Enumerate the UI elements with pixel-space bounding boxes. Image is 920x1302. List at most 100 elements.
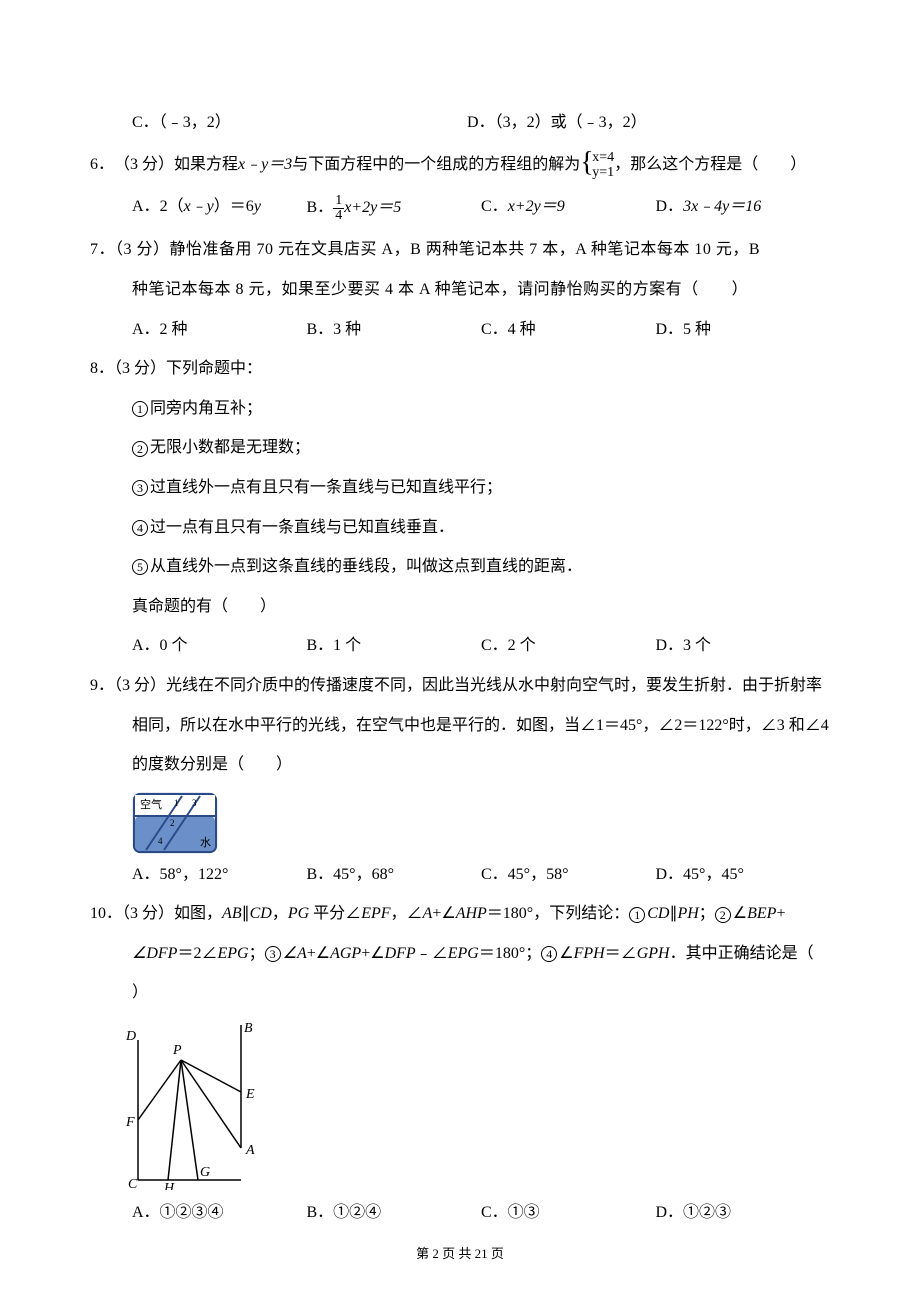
q6-t1: 如果方程 (174, 152, 238, 178)
page-footer: 第 2 页 共 21 页 (0, 1243, 920, 1262)
q5-option-d: D．（3，2）或（﹣3，2） (467, 110, 802, 136)
sys-bot: y=1 (592, 165, 614, 180)
q10-opt-b: B．①②④ (307, 1200, 482, 1226)
circled-5-icon: 5 (132, 559, 148, 575)
fraction: 14 (333, 194, 344, 223)
q10-opt-a: A．①②③④ (132, 1200, 307, 1226)
circled-2-icon: 2 (715, 907, 731, 923)
circled-1-icon: 1 (629, 907, 645, 923)
svg-text:2: 2 (170, 818, 175, 828)
q10-l1: 10．（3 分）如图，AB∥CD，PG 平分∠EPF，∠A+∠AHP＝180°，… (90, 901, 830, 927)
label-E: E (245, 1087, 255, 1102)
circled-3-icon: 3 (265, 946, 281, 962)
q7-opt-c: C．4 种 (481, 317, 656, 343)
q9-options: A．58°，122° B．45°，68° C．45°，58° D．45°，45° (90, 862, 830, 888)
t: 页 (488, 1246, 504, 1261)
q9-points: （3 分） (114, 677, 166, 694)
t: ﹣∠ (416, 945, 448, 962)
q7-opt-d: D．5 种 (656, 317, 831, 343)
num: 1 (333, 194, 344, 209)
q8-num: 8． (90, 360, 114, 377)
q5-options-row: C．（﹣3，2） D．（3，2）或（﹣3，2） (90, 110, 830, 136)
t: ； (249, 945, 265, 962)
t: ＝180°，下列结论： (487, 905, 629, 922)
label-P: P (172, 1043, 182, 1058)
q7-opt-a: A．2 种 (132, 317, 307, 343)
q10-l3: ） (90, 980, 830, 1006)
q7-options: A．2 种 B．3 种 C．4 种 D．5 种 (90, 317, 830, 343)
opt-label: C． (481, 198, 508, 215)
t: 过一点有且只有一条直线与已知直线垂直． (150, 519, 454, 536)
t: ∠ (559, 945, 573, 962)
q8-opt-a: A．0 个 (132, 633, 307, 659)
q9-opt-a: A．58°，122° (132, 862, 307, 888)
q8-options: A．0 个 B．1 个 C．2 个 D．3 个 (90, 633, 830, 659)
q10-options: A．①②③④ B．①②④ C．①③ D．①②③ (90, 1200, 830, 1226)
q9-l2: 相同，所以在水中平行的光线，在空气中也是平行的．如图，当∠1＝45°，∠2＝12… (90, 713, 830, 739)
t: ＝180°； (479, 945, 541, 962)
q9-num: 9． (90, 677, 114, 694)
water-label: 水 (200, 836, 211, 849)
q8-s4: 4过一点有且只有一条直线与已知直线垂直． (90, 515, 830, 541)
circled-2-icon: 2 (132, 441, 148, 457)
t: 3x﹣4y＝16 (683, 198, 761, 215)
t: 光线在不同介质中的传播速度不同，因此当光线从水中射向空气时，要发生折射．由于折射… (166, 677, 822, 694)
t: ）＝6 (214, 198, 254, 215)
q6-opt-a: A．2（x﹣y）＝6y (132, 194, 307, 223)
q7-l1: 静怡准备用 70 元在文具店买 A，B 两种笔记本共 7 本，A 种笔记本每本 … (170, 241, 761, 258)
svg-text:3: 3 (192, 798, 197, 808)
q9-figure: 空气 水 1 3 2 4 (132, 792, 218, 854)
t: GPH (637, 945, 670, 962)
q7-num: 7． (90, 241, 115, 258)
q6-num: 6． (90, 152, 114, 178)
t: ．其中正确结论是（ (670, 945, 814, 962)
t: ＝2∠ (177, 945, 217, 962)
t: 从直线外一点到这条直线的垂线段，叫做这点到直线的距离． (150, 558, 582, 575)
t: +∠ (307, 945, 330, 962)
t: PG (288, 905, 309, 922)
q5-option-c: C．（﹣3，2） (132, 110, 467, 136)
svg-text:1: 1 (174, 798, 179, 808)
t: EPG (448, 945, 479, 962)
label-D: D (126, 1029, 136, 1044)
opt-text: （3，2）或（﹣3，2） (495, 114, 647, 131)
q8-points: （3 分） (114, 360, 166, 377)
q9-opt-c: C．45°，58° (481, 862, 656, 888)
t: 页 共 (439, 1246, 475, 1261)
opt-text: （﹣3，2） (159, 114, 231, 131)
t: 如图， (174, 905, 222, 922)
t: ∠A (283, 945, 307, 962)
den: 4 (333, 209, 344, 223)
opt-label: B． (307, 200, 334, 217)
q7-line1: 7．（3 分）静怡准备用 70 元在文具店买 A，B 两种笔记本共 7 本，A … (90, 237, 830, 263)
air-label: 空气 (140, 797, 162, 811)
label-C: C (128, 1177, 138, 1190)
t: + (776, 905, 785, 922)
label-B: B (244, 1021, 253, 1036)
q6-points: （3 分） (114, 152, 174, 178)
t: AHP (456, 905, 487, 922)
t: ，∠ (391, 905, 423, 922)
label-F: F (126, 1115, 135, 1130)
q10-figure: B D P E F A C H G (126, 1020, 276, 1190)
opt-label: A． (132, 198, 160, 215)
t: x+2y＝5 (344, 200, 401, 217)
t: ＝∠ (605, 945, 637, 962)
t: ， (272, 905, 288, 922)
q9-opt-d: D．45°，45° (656, 862, 831, 888)
q8-s3: 3过直线外一点有且只有一条直线与已知直线平行； (90, 475, 830, 501)
t: x﹣y (184, 198, 214, 215)
circled-4-icon: 4 (132, 520, 148, 536)
t: ∠DFP (132, 945, 177, 962)
q8-s2: 2无限小数都是无理数； (90, 435, 830, 461)
page-total: 21 (475, 1246, 488, 1261)
opt-label: C． (132, 114, 159, 131)
q6-system: x=4 y=1 (580, 150, 614, 181)
t: CD (250, 905, 272, 922)
t: +∠ (361, 945, 384, 962)
t: A (423, 905, 433, 922)
t: EPG (217, 945, 248, 962)
t: +∠ (432, 905, 455, 922)
t: x+2y＝9 (508, 198, 565, 215)
t: 同旁内角互补； (150, 400, 262, 417)
